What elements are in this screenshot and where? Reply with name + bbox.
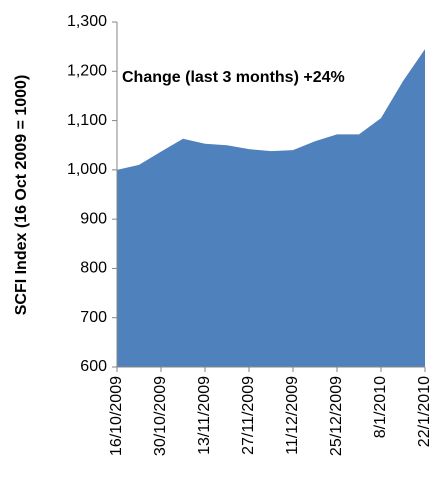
y-tick-label: 800 bbox=[80, 260, 107, 277]
x-tick-label: 30/10/2009 bbox=[152, 376, 169, 456]
x-tick-label: 27/11/2009 bbox=[240, 376, 257, 455]
y-tick-label: 1,000 bbox=[67, 161, 107, 178]
y-tick-label: 1,300 bbox=[67, 13, 107, 30]
y-tick-label: 700 bbox=[80, 309, 107, 326]
x-tick-label: 25/12/2009 bbox=[328, 376, 345, 456]
y-tick-label: 600 bbox=[80, 358, 107, 375]
y-tick-label: 1,200 bbox=[67, 63, 107, 80]
x-tick-label: 22/1/2010 bbox=[416, 376, 433, 447]
area bbox=[117, 49, 425, 367]
x-tick-label: 13/11/2009 bbox=[196, 376, 213, 455]
annotation: Change (last 3 months) +24% bbox=[122, 69, 345, 86]
x-tick-label: 16/10/2009 bbox=[108, 376, 125, 456]
y-tick-label: 900 bbox=[80, 210, 107, 227]
y-axis-title: SCFI Index (16 Oct 2009 = 1000) bbox=[13, 75, 30, 316]
y-tick-label: 1,100 bbox=[67, 112, 107, 129]
x-tick-label: 11/12/2009 bbox=[284, 376, 301, 455]
x-tick-label: 8/1/2010 bbox=[372, 376, 389, 438]
